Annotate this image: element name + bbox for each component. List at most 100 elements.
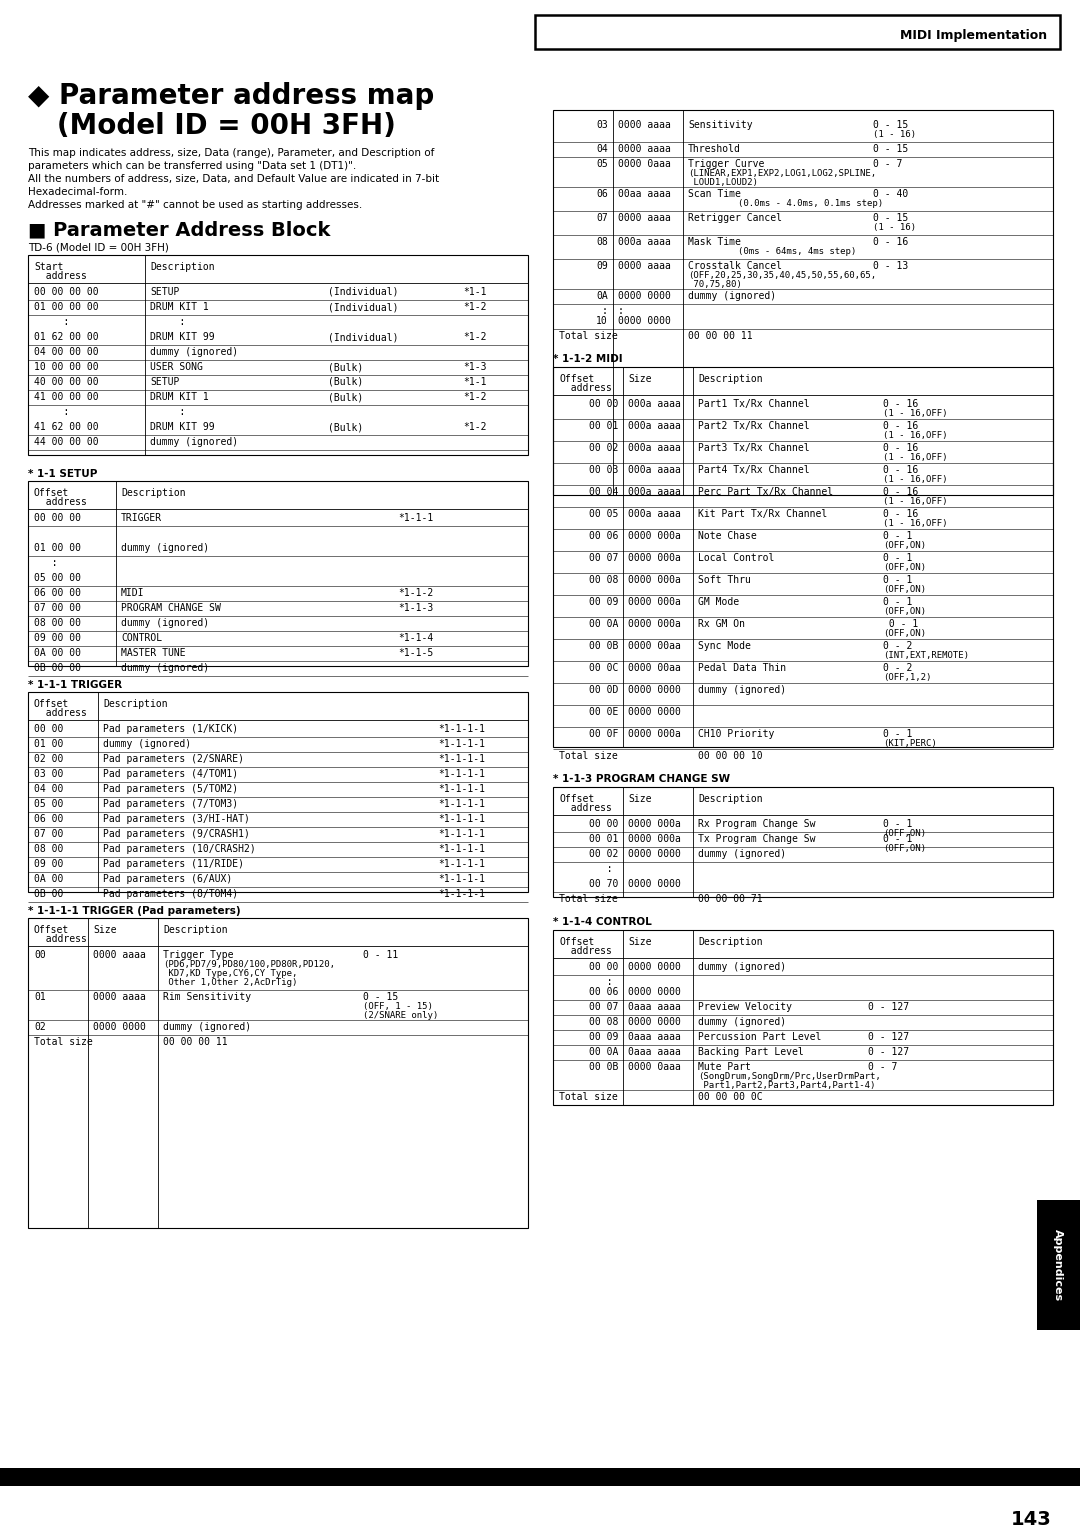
Text: Pad parameters (8/TOM4): Pad parameters (8/TOM4) — [103, 890, 238, 899]
Text: Pad parameters (7/TOM3): Pad parameters (7/TOM3) — [103, 800, 238, 809]
Text: PROGRAM CHANGE SW: PROGRAM CHANGE SW — [121, 603, 221, 613]
Text: :: : — [589, 977, 618, 987]
Text: Mute Part: Mute Part — [698, 1062, 751, 1071]
Text: 0000 0000: 0000 0000 — [627, 879, 680, 890]
Text: 00 00 00 11: 00 00 00 11 — [688, 331, 753, 340]
Text: MIDI: MIDI — [121, 588, 145, 598]
Text: 05 00: 05 00 — [33, 800, 64, 809]
Text: dummy (ignored): dummy (ignored) — [150, 436, 238, 447]
Text: :: : — [589, 864, 618, 874]
Text: CONTROL: CONTROL — [121, 633, 162, 642]
Text: 00 0A: 00 0A — [589, 620, 618, 629]
Text: Crosstalk Cancel: Crosstalk Cancel — [688, 261, 782, 272]
Text: Offset: Offset — [559, 937, 594, 948]
Text: 0 - 1: 0 - 1 — [883, 729, 913, 739]
Text: 0000 000a: 0000 000a — [627, 597, 680, 607]
Text: 0000 000a: 0000 000a — [627, 729, 680, 739]
Text: Local Control: Local Control — [698, 552, 774, 563]
Text: Description: Description — [698, 937, 762, 948]
Text: Mask Time: Mask Time — [688, 237, 741, 247]
Text: 00 00: 00 00 — [33, 723, 64, 734]
Text: (OFF,ON): (OFF,ON) — [883, 629, 926, 638]
Text: Part1 Tx/Rx Channel: Part1 Tx/Rx Channel — [698, 398, 810, 409]
Text: Backing Part Level: Backing Part Level — [698, 1047, 804, 1058]
Text: 04 00 00 00: 04 00 00 00 — [33, 346, 98, 357]
Text: 0000 0000: 0000 0000 — [618, 316, 671, 327]
Text: 03 00: 03 00 — [33, 769, 64, 778]
Text: 00 02: 00 02 — [589, 443, 618, 453]
Text: *1-1: *1-1 — [463, 287, 486, 298]
Text: Part2 Tx/Rx Channel: Part2 Tx/Rx Channel — [698, 421, 810, 430]
Text: 40 00 00 00: 40 00 00 00 — [33, 377, 98, 388]
Text: 00 04: 00 04 — [589, 487, 618, 497]
Text: DRUM KIT 1: DRUM KIT 1 — [150, 392, 208, 401]
Text: (0.0ms - 4.0ms, 0.1ms step): (0.0ms - 4.0ms, 0.1ms step) — [738, 198, 883, 208]
Text: dummy (ignored): dummy (ignored) — [121, 662, 210, 673]
Text: Trigger Curve: Trigger Curve — [688, 159, 765, 169]
Text: Pad parameters (4/TOM1): Pad parameters (4/TOM1) — [103, 769, 238, 778]
Text: Total size: Total size — [559, 331, 618, 340]
Text: (OFF,1,2): (OFF,1,2) — [883, 673, 931, 682]
Text: 00 00 00: 00 00 00 — [33, 513, 81, 523]
Text: 0 - 16: 0 - 16 — [883, 443, 918, 453]
Text: 06: 06 — [596, 189, 608, 198]
Text: 0000 aaaa: 0000 aaaa — [618, 261, 671, 272]
Text: DRUM KIT 1: DRUM KIT 1 — [150, 302, 208, 311]
Text: parameters which can be transferred using "Data set 1 (DT1)".: parameters which can be transferred usin… — [28, 162, 356, 171]
Text: TRIGGER: TRIGGER — [121, 513, 162, 523]
Text: address: address — [33, 272, 86, 281]
Text: 07 00 00: 07 00 00 — [33, 603, 81, 613]
Text: 0 - 1: 0 - 1 — [883, 597, 913, 607]
Text: (SongDrum,SongDrm/Prc,UserDrmPart,: (SongDrum,SongDrm/Prc,UserDrmPart, — [698, 1071, 881, 1080]
Text: (PD6,PD7/9,PD80/100,PD80R,PD120,: (PD6,PD7/9,PD80/100,PD80R,PD120, — [163, 960, 335, 969]
Text: :: : — [33, 407, 105, 417]
Text: MASTER TUNE: MASTER TUNE — [121, 649, 186, 658]
Text: 0 - 7: 0 - 7 — [868, 1062, 897, 1071]
Text: (OFF,20,25,30,35,40,45,50,55,60,65,: (OFF,20,25,30,35,40,45,50,55,60,65, — [688, 272, 876, 279]
Text: 0 - 16: 0 - 16 — [883, 421, 918, 430]
Text: 0000 000a: 0000 000a — [627, 531, 680, 542]
Text: 0000 0000: 0000 0000 — [627, 685, 680, 694]
Text: SETUP: SETUP — [150, 287, 179, 298]
Text: This map indicates address, size, Data (range), Parameter, and Description of: This map indicates address, size, Data (… — [28, 148, 434, 159]
Text: 00 00: 00 00 — [589, 398, 618, 409]
Text: 00 07: 00 07 — [589, 1003, 618, 1012]
Text: 00 0C: 00 0C — [589, 662, 618, 673]
Text: 0 - 1: 0 - 1 — [883, 531, 913, 542]
Text: 0 - 16: 0 - 16 — [883, 510, 918, 519]
Text: *1-1-1-1: *1-1-1-1 — [438, 784, 485, 794]
Text: 00 02: 00 02 — [589, 848, 618, 859]
Text: Pad parameters (2/SNARE): Pad parameters (2/SNARE) — [103, 754, 244, 765]
Text: 08: 08 — [596, 237, 608, 247]
Text: 0 - 15: 0 - 15 — [873, 143, 908, 154]
Text: dummy (ignored): dummy (ignored) — [150, 346, 238, 357]
Text: 0000 0000: 0000 0000 — [93, 1022, 146, 1032]
Text: dummy (ignored): dummy (ignored) — [121, 543, 210, 552]
Text: 0 - 1: 0 - 1 — [883, 620, 918, 629]
Text: LOUD1,LOUD2): LOUD1,LOUD2) — [688, 179, 758, 188]
Text: 01 62 00 00: 01 62 00 00 — [33, 333, 98, 342]
Bar — [553, 366, 1053, 748]
Text: *1-1-1-1: *1-1-1-1 — [438, 859, 485, 868]
Text: 0 - 127: 0 - 127 — [868, 1003, 909, 1012]
Text: Size: Size — [627, 374, 651, 385]
Text: *1-2: *1-2 — [463, 423, 486, 432]
Text: Retrigger Cancel: Retrigger Cancel — [688, 214, 782, 223]
Text: Part3 Tx/Rx Channel: Part3 Tx/Rx Channel — [698, 443, 810, 453]
Text: *1-1-2: *1-1-2 — [399, 588, 433, 598]
Text: Offset: Offset — [559, 374, 594, 385]
Text: (Bulk): (Bulk) — [328, 392, 363, 401]
Text: (OFF,ON): (OFF,ON) — [883, 584, 926, 594]
Text: 00 0D: 00 0D — [589, 685, 618, 694]
Text: (Bulk): (Bulk) — [328, 377, 363, 388]
Text: 00 00 00 10: 00 00 00 10 — [698, 751, 762, 761]
Text: Pad parameters (9/CRASH1): Pad parameters (9/CRASH1) — [103, 829, 249, 839]
Text: 0aaa aaaa: 0aaa aaaa — [627, 1032, 680, 1042]
Text: (LINEAR,EXP1,EXP2,LOG1,LOG2,SPLINE,: (LINEAR,EXP1,EXP2,LOG1,LOG2,SPLINE, — [688, 169, 876, 179]
Text: address: address — [33, 934, 86, 945]
Text: (OFF,ON): (OFF,ON) — [883, 563, 926, 572]
Text: *1-1-1-1: *1-1-1-1 — [438, 829, 485, 839]
Text: 0A 00 00: 0A 00 00 — [33, 649, 81, 658]
Text: 09: 09 — [596, 261, 608, 272]
Text: 0000 0000: 0000 0000 — [627, 848, 680, 859]
